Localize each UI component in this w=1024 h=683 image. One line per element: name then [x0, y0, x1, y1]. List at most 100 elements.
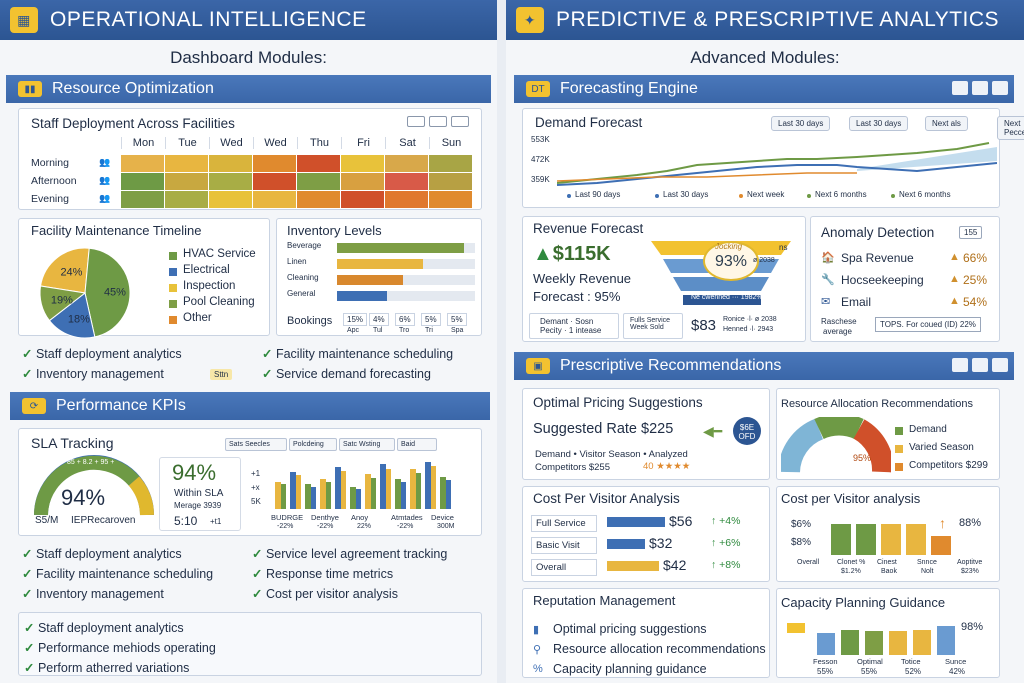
capacity-xlabel-sub: 42% [949, 667, 966, 676]
anomaly-foot-c: TOPS. For coued (ID) 22% [875, 317, 981, 332]
resource-optimization-title: Resource Optimization [52, 80, 214, 97]
demand-chip[interactable]: Next Pecce [997, 116, 1024, 140]
capacity-xlabel: Totice [901, 657, 921, 666]
gauge-value: 94% [61, 485, 106, 510]
prescriptive-header[interactable]: ▣ Prescriptive Recommendations [514, 352, 1014, 380]
toggle-icon[interactable] [407, 116, 425, 127]
pricing-badge-b: OFD [738, 432, 756, 441]
heatmap-cell [385, 191, 428, 208]
menu-icon[interactable] [992, 81, 1008, 95]
sla-tab[interactable]: Baid [397, 438, 437, 451]
sla-kpi-value: 94% [172, 460, 217, 485]
cpv-chart-ytick-1: $6% [791, 519, 812, 530]
allocation-pct: 95% [853, 453, 872, 463]
heatmap-cell [209, 173, 252, 190]
demand-chip[interactable]: Last 30 days [771, 116, 831, 131]
heatmap-cell [165, 173, 208, 190]
weekly-revenue-label: Weekly Revenue [533, 271, 632, 286]
legend-dot [655, 194, 659, 198]
performance-kpis-header[interactable]: ⟳ Performance KPIs [10, 392, 490, 420]
capacity-xlabel: Sunce [945, 657, 967, 666]
allocation-card: Resource Allocation Recommendations 95% … [776, 388, 1000, 480]
sla-gauge [34, 455, 154, 516]
heatmap-cell [165, 191, 208, 208]
revenue-foot-2: Fulls Service Week Sold [623, 313, 683, 339]
day-header: Wed [209, 137, 253, 149]
sla-tab[interactable]: Satc Wsting [339, 438, 395, 451]
legend-swatch [169, 252, 177, 260]
sla-tab[interactable]: Polcdeing [289, 438, 337, 451]
legend-swatch [169, 300, 177, 308]
sla-bar [365, 474, 371, 509]
booking-value: 4% [369, 313, 389, 326]
inventory-card: Inventory Levels Beverage Linen Cleaning Ge… [276, 218, 482, 336]
demand-chip[interactable]: Last 30 days [849, 116, 909, 131]
inventory-label: Beverage [287, 241, 322, 250]
checklist-item: Facility maintenance scheduling [262, 346, 453, 361]
sla-xlabel: Anoy [351, 513, 369, 522]
heatmap-cell [121, 155, 164, 172]
sla-average: Merage 3939 [174, 501, 222, 510]
alloc-seg-2 [814, 417, 864, 440]
funnel-tier-3 [673, 277, 769, 291]
sla-bar [380, 464, 386, 509]
pie-label: 24% [60, 267, 82, 279]
sla-bar [335, 466, 341, 509]
maintenance-pie-chart: 24% 45% 18% 19% [39, 247, 131, 339]
inventory-label: General [287, 289, 316, 298]
anomaly-title: Anomaly Detection [821, 225, 935, 240]
sla-delta: +t1 [210, 517, 222, 526]
forecasting-engine-header[interactable]: DT Forecasting Engine [514, 75, 1014, 103]
capacity-xlabel-sub: 55% [817, 667, 834, 676]
operational-intelligence-panel: ▦ OPERATIONAL INTELLIGENCE Dashboard Modu… [0, 0, 497, 683]
sla-tab[interactable]: Sats Seecles [225, 438, 287, 451]
checklist-item: Response time metrics [252, 566, 393, 581]
list-icon[interactable] [429, 116, 447, 127]
cpv-label: Basic Visit [531, 537, 597, 554]
legend-swatch [895, 445, 903, 453]
people-icon: 👥 [99, 193, 111, 203]
share-icon[interactable] [972, 81, 988, 95]
funnel-tier-4 [683, 295, 761, 305]
demand-line-chart [557, 142, 997, 186]
heatmap-cell [385, 173, 428, 190]
expand-icon[interactable] [451, 116, 469, 127]
cpv-chart-xlabel: Overall [797, 559, 820, 566]
demand-blue-line [557, 162, 997, 186]
checklist-item: Service level agreement tracking [252, 546, 447, 561]
legend-dot [567, 194, 571, 198]
demand-chip[interactable]: Next als [925, 116, 968, 131]
card-controls [407, 116, 469, 127]
demand-legend-label: Last 90 days [575, 190, 621, 199]
settings-icon[interactable] [972, 358, 988, 372]
revenue-side-b: ø 2038 [753, 257, 775, 264]
header-buttons-2 [952, 358, 1008, 372]
cpv-title: Cost Per Visitor Analysis [533, 491, 680, 506]
menu-icon-2[interactable] [992, 358, 1008, 372]
capacity-xlabel-sub: 55% [861, 667, 878, 676]
legend-swatch [895, 427, 903, 435]
resource-optimization-header[interactable]: ▮▮ Resource Optimization [6, 75, 491, 103]
refresh-icon: ⟳ [22, 398, 46, 414]
anomaly-arrow-icon: ▲ [949, 273, 960, 285]
pricing-line-2: Competitors $255 [535, 462, 610, 473]
cpv-chart-xlabel: Cinest [877, 559, 897, 566]
legend-dot [891, 194, 895, 198]
cpv-chart-xlabel: Clonet % [837, 559, 866, 566]
checklist-item: Staff deployment analytics [22, 546, 182, 561]
house-icon: 🏠 [821, 252, 835, 264]
cpv-delta: ↑ +4% [711, 515, 741, 527]
sla-title: SLA Tracking [31, 435, 114, 451]
capacity-bar [841, 630, 859, 655]
heatmap-cell [341, 173, 384, 190]
capacity-xlabel-sub: 52% [905, 667, 922, 676]
legend-dot [739, 194, 743, 198]
upload-icon[interactable] [952, 358, 968, 372]
inventory-bar [337, 291, 387, 301]
sla-bar [320, 479, 326, 509]
legend-swatch [895, 463, 903, 471]
edit-icon[interactable] [952, 81, 968, 95]
capacity-top: 98% [961, 621, 984, 633]
up-arrow-icon: ▲ [533, 243, 553, 265]
cpv-chart-xlabel-sub: $23% [961, 568, 979, 575]
